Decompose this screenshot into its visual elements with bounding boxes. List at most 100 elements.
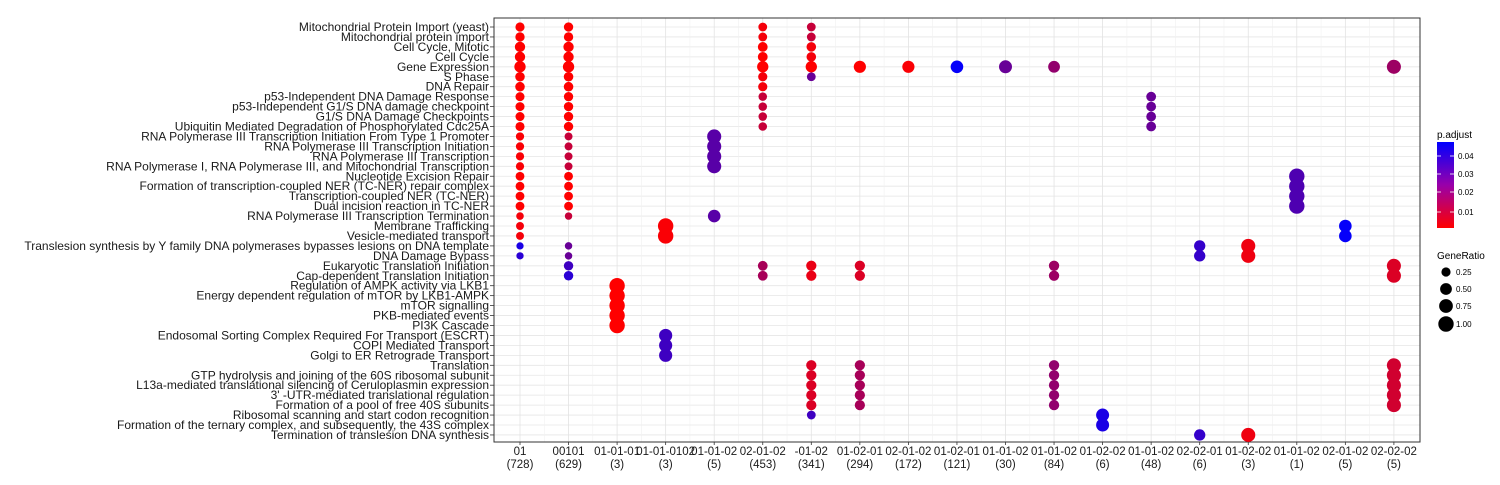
y-tick-label: G1/S DNA Damage Checkpoints: [316, 110, 489, 124]
data-point: [516, 252, 524, 260]
data-point: [563, 101, 574, 112]
data-point: [1339, 219, 1352, 233]
x-tick-label: 02-02-01: [1177, 446, 1223, 458]
data-point: [854, 390, 865, 401]
x-tick-count-label: (728): [507, 459, 534, 471]
data-point: [563, 121, 574, 132]
data-point: [758, 112, 768, 121]
y-tick-label: RNA Polymerase III Transcription Initiat…: [141, 129, 489, 143]
data-point: [1146, 111, 1157, 122]
y-tick-label: Transcription-coupled NER (TC-NER): [289, 189, 489, 203]
data-point: [1194, 429, 1206, 441]
x-tick-count-label: (5): [707, 459, 721, 471]
x-tick-count-label: (5): [1338, 459, 1352, 471]
y-tick-label: PI3K Cascade: [412, 319, 489, 333]
data-point: [806, 260, 817, 271]
x-tick-label: 02-02-02: [1371, 446, 1417, 458]
y-tick-label: RNA Polymerase III Transcription: [312, 149, 489, 163]
data-point: [659, 348, 673, 362]
size-legend: GeneRatio 0.25 0.50 0.75 1.00: [1437, 251, 1485, 332]
data-point: [515, 121, 525, 132]
data-point: [1386, 358, 1401, 373]
x-tick-count-label: (6): [1193, 459, 1207, 471]
data-point: [1048, 399, 1060, 411]
size-legend-dot: [1441, 267, 1451, 277]
data-point: [516, 231, 524, 240]
data-point: [1241, 248, 1256, 263]
data-point: [805, 61, 817, 73]
data-point: [1386, 388, 1401, 403]
data-point: [515, 132, 525, 141]
y-tick-label: RNA Polymerase III Transcription Termina…: [247, 209, 489, 223]
data-point: [515, 71, 525, 82]
data-point: [515, 181, 525, 191]
x-tick-label: 01-02-02: [1080, 446, 1126, 458]
data-point: [854, 260, 865, 271]
data-points: [514, 22, 1401, 442]
data-point: [564, 191, 573, 201]
data-point: [806, 42, 817, 52]
data-point: [515, 81, 525, 92]
x-tick-label: 02-01-02: [885, 446, 931, 458]
data-point: [707, 209, 721, 223]
data-point: [854, 399, 865, 411]
color-legend-tick-label: 0.04: [1458, 152, 1474, 161]
x-tick-label: 00101: [553, 446, 585, 458]
data-point: [1194, 240, 1206, 252]
data-point: [757, 51, 768, 62]
y-tick-label: Translesion synthesis by Y family DNA po…: [24, 239, 489, 253]
data-point: [564, 142, 573, 151]
x-tick-label: 02-01-02: [1322, 446, 1368, 458]
x-tick-count-label: (3): [1241, 459, 1255, 471]
x-tick-label: -01-02: [795, 446, 828, 458]
data-point: [806, 410, 816, 420]
x-tick-count-label: (30): [995, 459, 1016, 471]
data-point: [1096, 418, 1110, 432]
data-point: [657, 228, 674, 244]
y-tick-label: Ubiquitin Mediated Degradation of Phosph…: [175, 120, 489, 134]
x-tick-count-label: (1): [1290, 459, 1304, 471]
data-point: [564, 171, 573, 181]
y-tick-label: Formation of a pool of free 40S subunits: [276, 398, 489, 412]
data-point: [515, 152, 525, 161]
data-point: [515, 171, 525, 181]
data-point: [806, 270, 817, 281]
data-point: [515, 191, 525, 201]
data-point: [1386, 268, 1401, 283]
y-tick-label: mTOR signalling: [401, 299, 489, 313]
data-point: [1289, 198, 1305, 214]
data-point: [564, 162, 573, 171]
data-point: [854, 380, 865, 391]
data-point: [707, 149, 722, 164]
y-tick-label: Eukaryotic Translation Initiation: [323, 259, 489, 273]
color-legend-tick-label: 0.01: [1458, 208, 1474, 217]
y-tick-label: Mitochondrial Protein Import (yeast): [299, 20, 489, 34]
y-tick-label: 3' -UTR-mediated translational regulatio…: [271, 388, 489, 402]
y-tick-label: DNA Damage Bypass: [373, 249, 489, 263]
data-point: [806, 32, 816, 42]
x-tick-count-label: (84): [1044, 459, 1065, 471]
y-tick-label: Golgi to ER Retrograde Transport: [310, 348, 489, 362]
y-tick-label: Dual incision reaction in TC-NER: [314, 199, 490, 213]
size-legend-dot: [1438, 316, 1454, 332]
data-point: [853, 60, 866, 73]
data-point: [707, 129, 722, 144]
y-tick-label: Translation: [430, 358, 489, 372]
y-tick-label: Ribosomal scanning and start codon recog…: [233, 408, 489, 422]
x-tick-count-label: (121): [944, 459, 971, 471]
y-tick-label: GTP hydrolysis and joining of the 60S ri…: [191, 368, 490, 382]
data-point: [563, 22, 574, 32]
y-tick-label: Membrane Trafficking: [374, 219, 489, 233]
plot-panel: [493, 17, 1421, 443]
y-tick-label: Cell Cycle, Mitotic: [394, 40, 489, 54]
data-point: [806, 22, 816, 32]
data-point: [515, 201, 525, 211]
data-point: [1146, 91, 1157, 102]
y-tick-label: Regulation of AMPK activity via LKB1: [290, 279, 489, 293]
x-tick-count-label: (6): [1096, 459, 1110, 471]
y-tick-label: Cell Cycle: [435, 50, 489, 64]
data-point: [758, 22, 768, 32]
data-point: [1339, 229, 1352, 243]
data-point: [757, 270, 768, 281]
